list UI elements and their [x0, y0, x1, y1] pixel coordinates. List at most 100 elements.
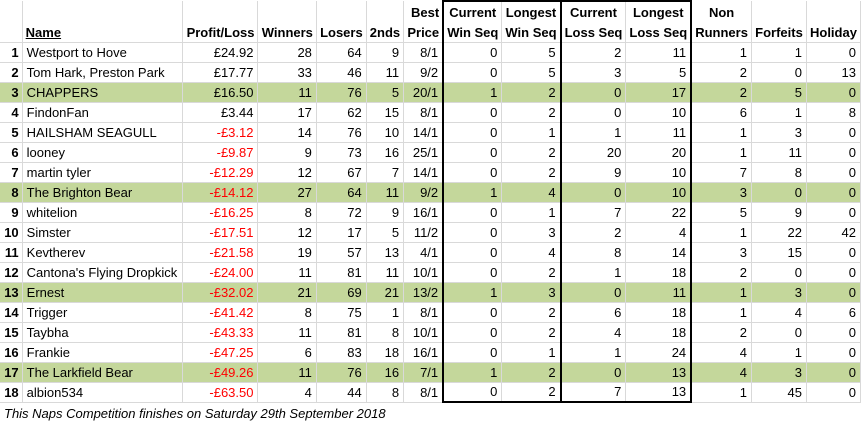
rank-cell: 14	[0, 302, 23, 323]
table-row: 11 Kevtherev -£21.58 19 57 13 4/1 0 4 8 14 3 15 0	[0, 242, 861, 263]
holiday-cell: 0	[806, 82, 861, 103]
profit-loss-cell: £3.44	[182, 102, 259, 123]
table-row: 18 albion534 -£63.50 4 44 8 8/1 0 2 7 13 1 45 0	[0, 382, 861, 403]
current-win-seq-cell: 0	[442, 302, 503, 323]
longest-loss-seq-cell: 18	[625, 302, 693, 323]
winners-cell: 27	[257, 182, 317, 203]
longest-loss-seq-cell: 11	[625, 282, 693, 303]
rank-cell: 3	[0, 82, 23, 103]
name-cell: The Brighton Bear	[22, 182, 183, 203]
best-price-cell: 4/1	[403, 242, 444, 263]
seconds-cell: 9	[366, 202, 405, 223]
current-win-seq-cell: 0	[442, 122, 503, 143]
winners-cell: 11	[257, 362, 317, 383]
profit-loss-cell: -£63.50	[182, 382, 259, 403]
forfeits-cell: 1	[751, 42, 807, 63]
current-win-seq-cell: 0	[442, 142, 503, 163]
longest-loss-seq-cell: 14	[625, 242, 693, 263]
longest-loss-seq-cell: 18	[625, 322, 693, 343]
best-price-cell: 8/1	[403, 42, 444, 63]
profit-loss-cell: -£49.26	[182, 362, 259, 383]
seconds-cell: 13	[366, 242, 405, 263]
seconds-cell: 11	[366, 262, 405, 283]
current-loss-seq-cell: 7	[560, 202, 627, 223]
longest-win-seq-cell: 5	[501, 62, 562, 83]
seconds-cell: 10	[366, 122, 405, 143]
winners-cell: 11	[257, 262, 317, 283]
losers-cell: 46	[316, 62, 367, 83]
holiday-cell: 42	[806, 222, 861, 243]
table-row: 16 Frankie -£47.25 6 83 18 16/1 0 1 1 24 4 1 0	[0, 342, 861, 363]
name-cell: Cantona's Flying Dropkick	[22, 262, 183, 283]
non-runners-cell: 1	[691, 122, 753, 143]
seconds-cell: 7	[366, 162, 405, 183]
longest-loss-seq-cell: 22	[625, 202, 693, 223]
holiday-cell: 0	[806, 182, 861, 203]
best-price-cell: 20/1	[403, 82, 444, 103]
table-row: 13 Ernest -£32.02 21 69 21 13/2 1 3 0 11 1 3 0	[0, 282, 861, 303]
forfeits-cell: 11	[751, 142, 807, 163]
table-row: 14 Trigger -£41.42 8 75 1 8/1 0 2 6 18 1 4 6	[0, 302, 861, 323]
losers-cell: 81	[316, 322, 367, 343]
holiday-cell: 0	[806, 202, 861, 223]
profit-loss-cell: £16.50	[182, 82, 259, 103]
profit-loss-cell: -£16.25	[182, 202, 259, 223]
non-runners-cell: 4	[691, 362, 753, 383]
forfeits-cell: 5	[751, 82, 807, 103]
name-cell: martin tyler	[22, 162, 183, 183]
table-row: 1 Westport to Hove £24.92 28 64 9 8/1 0 5 2 11 1 1 0	[0, 42, 861, 63]
losers-cell: 44	[316, 382, 367, 403]
rank-cell: 11	[0, 242, 23, 263]
name-cell: The Larkfield Bear	[22, 362, 183, 383]
footer-note: This Naps Competition finishes on Saturd…	[0, 402, 626, 423]
profit-loss-cell: -£17.51	[182, 222, 259, 243]
current-loss-seq-cell: 2	[560, 42, 627, 63]
non-runners-cell: 2	[691, 262, 753, 283]
longest-win-seq-cell: 2	[501, 262, 562, 283]
longest-loss-seq-cell: 4	[625, 222, 693, 243]
winners-cell: 8	[257, 302, 317, 323]
name-cell: Tom Hark, Preston Park	[22, 62, 183, 83]
header-best-top: Best	[403, 1, 444, 22]
profit-loss-cell: -£3.12	[182, 122, 259, 143]
seconds-cell: 11	[366, 62, 405, 83]
table-row: 5 HAILSHAM SEAGULL -£3.12 14 76 10 14/1 0 1 1 11 1 3…	[0, 122, 861, 143]
header-longest-loss-top: Longest	[625, 0, 693, 22]
non-runners-cell: 2	[691, 62, 753, 83]
current-loss-seq-cell: 0	[560, 282, 627, 303]
losers-cell: 67	[316, 162, 367, 183]
holiday-cell: 0	[806, 162, 861, 183]
longest-loss-seq-cell: 18	[625, 262, 693, 283]
current-loss-seq-cell: 1	[560, 262, 627, 283]
best-price-cell: 7/1	[403, 362, 444, 383]
table-row: 9 whitelion -£16.25 8 72 9 16/1 0 1 7 22 5 9 0	[0, 202, 861, 223]
header-2nds: 2nds	[366, 22, 405, 43]
current-loss-seq-cell: 4	[560, 322, 627, 343]
best-price-cell: 8/1	[403, 102, 444, 123]
non-runners-cell: 1	[691, 42, 753, 63]
holiday-cell: 8	[806, 102, 861, 123]
winners-cell: 19	[257, 242, 317, 263]
longest-win-seq-cell: 2	[501, 302, 562, 323]
rank-cell: 5	[0, 122, 23, 143]
current-loss-seq-cell: 0	[560, 102, 627, 123]
longest-loss-seq-cell: 11	[625, 42, 693, 63]
winners-cell: 11	[257, 82, 317, 103]
table-body: 1 Westport to Hove £24.92 28 64 9 8/1 0 5 2 11 1 1 0 2…	[0, 42, 861, 403]
current-loss-seq-cell: 0	[560, 362, 627, 383]
current-win-seq-cell: 0	[442, 322, 503, 343]
holiday-cell: 0	[806, 142, 861, 163]
seconds-cell: 16	[366, 362, 405, 383]
longest-loss-seq-cell: 24	[625, 342, 693, 363]
losers-cell: 73	[316, 142, 367, 163]
non-runners-cell: 2	[691, 322, 753, 343]
non-runners-cell: 1	[691, 282, 753, 303]
winners-cell: 4	[257, 382, 317, 403]
current-win-seq-cell: 0	[442, 62, 503, 83]
losers-cell: 76	[316, 122, 367, 143]
losers-cell: 75	[316, 302, 367, 323]
longest-win-seq-cell: 5	[501, 42, 562, 63]
longest-loss-seq-cell: 13	[625, 362, 693, 383]
forfeits-cell: 0	[751, 322, 807, 343]
current-win-seq-cell: 0	[442, 242, 503, 263]
